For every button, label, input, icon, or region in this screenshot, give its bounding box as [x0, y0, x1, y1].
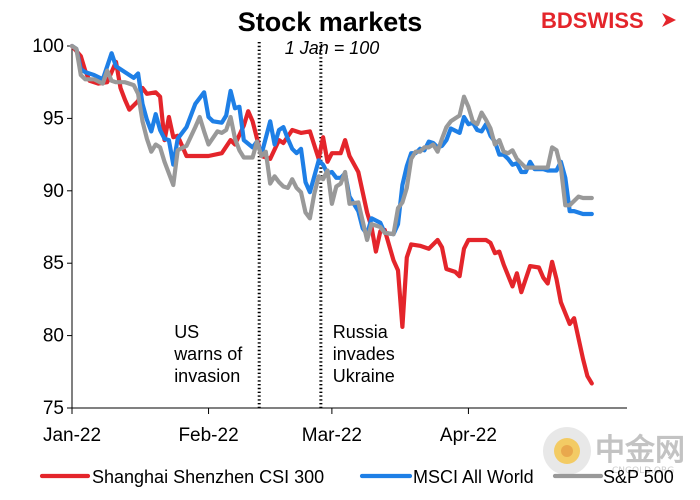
y-axis: 75 80 85 90 95 100: [32, 36, 73, 419]
x-tick-label: Apr-22: [440, 425, 497, 446]
watermark-cn-text: 中金网: [595, 433, 685, 468]
event-annotation-text: invasion: [174, 366, 240, 386]
bdswiss-logo: BDSWISS: [541, 8, 676, 33]
brand-logo-text: BDSWISS: [541, 8, 644, 33]
event-annotation-text: US: [174, 322, 199, 342]
y-tick-label: 100: [32, 36, 64, 57]
legend-label-msci: MSCI All World: [413, 467, 534, 487]
x-axis: Jan-22 Feb-22 Mar-22 Apr-22: [43, 407, 627, 446]
chart-subtitle: 1 Jan = 100: [285, 38, 380, 58]
series-layer: [69, 43, 594, 386]
event-annotation-text: invades: [333, 344, 395, 364]
y-tick-label: 85: [43, 253, 64, 274]
legend-label-csi300: Shanghai Shenzhen CSI 300: [92, 467, 324, 487]
y-tick-layer: 75 80 85 90 95 100: [32, 36, 72, 419]
watermark-coin-icon: [543, 427, 591, 475]
event-annotation-text: Ukraine: [333, 366, 395, 386]
y-tick-label: 80: [43, 326, 64, 347]
legend: Shanghai Shenzhen CSI 300 MSCI All World S…: [39, 467, 674, 487]
brand-chevron-icon: [662, 13, 676, 27]
x-tick-label: Jan-22: [43, 425, 101, 446]
series-line-msci: [69, 43, 594, 237]
series-line-csi300: [69, 43, 594, 386]
chart-title: Stock markets: [238, 7, 423, 37]
x-tick-label: Feb-22: [178, 425, 238, 446]
event-annotation-text: warns of: [173, 344, 243, 364]
cngold-watermark: 中金网 CNGOLD.ORG: [543, 427, 685, 476]
y-tick-label: 90: [43, 181, 64, 202]
x-tick-label: Mar-22: [302, 425, 362, 446]
y-tick-label: 75: [43, 398, 64, 419]
x-tick-layer: Jan-22 Feb-22 Mar-22 Apr-22: [43, 408, 497, 446]
watermark-sub-text: CNGOLD.ORG: [612, 466, 674, 476]
series-line-sp500: [69, 43, 594, 243]
legend-label-sp500: S&P 500: [603, 467, 674, 487]
event-annotation-text: Russia: [333, 322, 389, 342]
y-tick-label: 95: [43, 108, 64, 129]
